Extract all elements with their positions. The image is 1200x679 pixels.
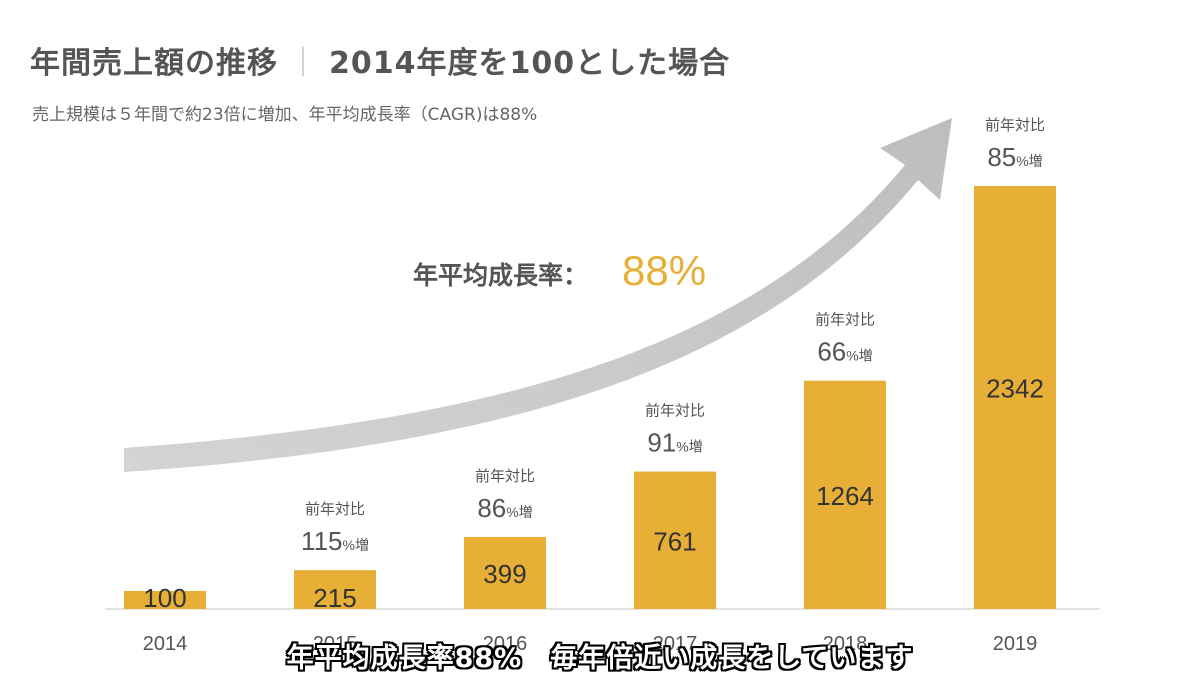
- bar-2019: [974, 186, 1056, 609]
- value-label-2014: 100: [143, 583, 186, 613]
- bar-2015: [294, 570, 376, 609]
- video-caption: 年平均成長率88% 毎年倍近い成長をしています: [286, 643, 914, 674]
- value-label-2017: 761: [653, 526, 696, 556]
- yoy-label-2016: 前年対比: [475, 467, 535, 485]
- bar-2017: [634, 471, 716, 609]
- value-label-2016: 399: [483, 559, 526, 589]
- value-label-2018: 1264: [816, 481, 874, 511]
- title-sub: 2014年度を100とした場合: [329, 46, 731, 81]
- cagr-label: 年平均成長率：: [413, 261, 588, 290]
- yoy-growth-2017: 91%増: [647, 428, 702, 458]
- bar-2014: [124, 590, 206, 609]
- value-label-2019: 2342: [986, 374, 1044, 404]
- title-separator: ｜: [288, 46, 319, 81]
- chart-subtitle: 売上規模は５年間で約23倍に増加、年平均成長率（CAGR)は88%: [32, 105, 538, 125]
- tick-label-2019: 2019: [993, 633, 1038, 655]
- tick-label-2016: 2016: [483, 633, 528, 655]
- title-main: 年間売上額の推移: [30, 46, 278, 81]
- yoy-growth-2015: 115%増: [301, 526, 369, 556]
- bar-2016: [464, 536, 546, 609]
- yoy-label-2019: 前年対比: [985, 116, 1045, 134]
- yoy-label-2017: 前年対比: [645, 402, 705, 420]
- bars-group: 100 2014 215 2015 前年対比 115%増 399 2016 前年対比 86%増 76…: [124, 116, 1056, 655]
- value-label-2015: 215: [313, 583, 356, 613]
- chart-title: 年間売上額の推移 ｜ 2014年度を100とした場合: [30, 38, 730, 82]
- yoy-label-2015: 前年対比: [305, 500, 365, 518]
- tick-label-2017: 2017: [653, 633, 698, 655]
- tick-label-2015: 2015: [313, 633, 358, 655]
- yoy-label-2018: 前年対比: [815, 311, 875, 329]
- bar-2018: [804, 380, 886, 609]
- cagr-value: 88%: [622, 247, 706, 294]
- yoy-growth-2019: 85%増: [987, 142, 1042, 172]
- tick-label-2018: 2018: [823, 633, 868, 655]
- tick-label-2014: 2014: [143, 633, 188, 655]
- yoy-growth-2018: 66%増: [817, 337, 872, 367]
- yoy-growth-2016: 86%増: [477, 493, 532, 523]
- growth-arrow: [124, 118, 952, 472]
